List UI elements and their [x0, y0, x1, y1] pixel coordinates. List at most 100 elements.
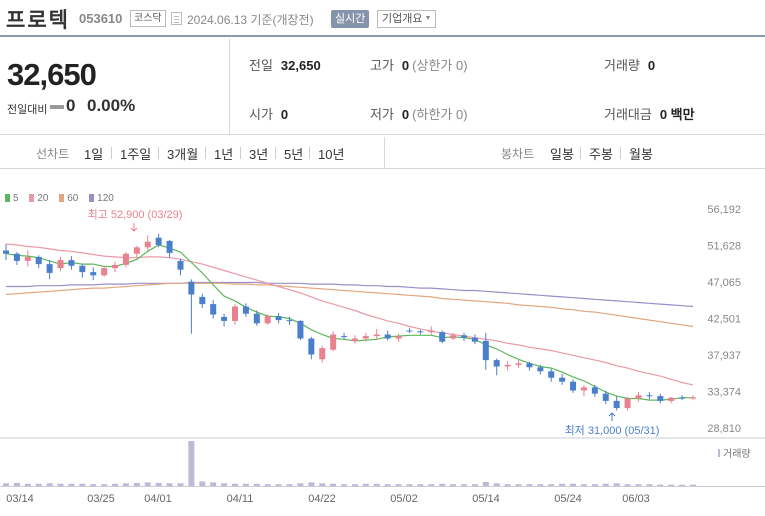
candle-body [406, 330, 413, 332]
legend-label: 120 [97, 193, 114, 204]
period-1y[interactable]: 1년 [214, 147, 234, 162]
candle [264, 314, 271, 325]
candle [275, 312, 282, 324]
legend-swatch [89, 194, 95, 202]
low-value: 0 [401, 107, 410, 122]
open-price: 시가 0 [249, 104, 288, 123]
candle [668, 396, 675, 404]
legend-swatch [59, 194, 65, 202]
realtime-button[interactable]: 실시간 [331, 10, 370, 28]
candle-weekly[interactable]: 주봉 [589, 147, 613, 162]
volume-bar [112, 483, 119, 486]
volume-bar [471, 484, 478, 486]
candle [646, 392, 653, 400]
candle [602, 390, 609, 405]
period-1w[interactable]: 1주일 [120, 147, 152, 162]
stock-chart[interactable]: 56,192 51,628 47,065 42,501 37,937 33,374 28,8… [0, 170, 765, 516]
price-box: 32,650 전일대비 0 0.00% [0, 39, 230, 135]
volume-bar [559, 483, 566, 486]
candle [144, 235, 151, 251]
period-1d[interactable]: 1일 [84, 147, 104, 162]
volume-bar [624, 484, 631, 486]
y-tick-label: 33,374 [707, 387, 741, 399]
x-tick-label: 05/14 [472, 493, 500, 505]
candle-body [221, 316, 228, 321]
low-price: 저가 0 (하한가 0) [370, 104, 468, 123]
candle [504, 360, 511, 371]
x-tick-label: 06/03 [622, 493, 650, 505]
candle-body [493, 360, 500, 367]
candle [166, 240, 173, 258]
candle-monthly[interactable]: 월봉 [629, 147, 653, 162]
volume-bar [690, 484, 696, 486]
x-tick-label: 04/11 [227, 493, 254, 505]
volume-label: 거래량 [604, 58, 640, 73]
candle-body [166, 240, 173, 253]
candle [526, 361, 533, 371]
x-tick-label: 03/14 [6, 493, 34, 505]
ma5-line [5, 244, 693, 401]
company-info-button[interactable]: 기업개요 ▼ [377, 10, 437, 28]
divider [240, 147, 241, 159]
volume-bar [515, 484, 522, 486]
candle-body [646, 395, 653, 397]
candle-body [13, 253, 20, 261]
candle-body [548, 371, 555, 378]
candle-body [690, 397, 696, 399]
volume-bar [199, 481, 206, 486]
candle [68, 256, 75, 270]
candle [471, 334, 478, 345]
candle-body [188, 281, 195, 295]
volume-bar [341, 484, 348, 486]
candle [417, 329, 424, 335]
change-value: 0 [66, 96, 76, 115]
candle-body [602, 393, 609, 401]
candle-body [679, 397, 686, 399]
moving-average-lines [5, 243, 694, 401]
candles [3, 233, 696, 411]
volume-bar [635, 484, 642, 486]
candle-body [133, 247, 140, 254]
volume-bar [275, 484, 282, 486]
candle [362, 332, 369, 342]
volume-label: 거래량 [723, 448, 751, 460]
candle-body [144, 241, 151, 248]
y-tick-label: 37,937 [707, 350, 741, 362]
low-label: 저가 [370, 107, 394, 122]
volume-bar [90, 484, 97, 486]
divider [275, 147, 276, 159]
candle-body [526, 363, 533, 368]
lower-limit: (하한가 0) [412, 107, 468, 122]
volume-bar [679, 484, 686, 486]
candle-body [439, 332, 446, 342]
volume-bar [210, 482, 217, 486]
period-3m[interactable]: 3개월 [167, 147, 199, 162]
x-tick-label: 04/22 [308, 493, 336, 505]
volume-bar [57, 483, 64, 486]
candle-body [308, 338, 315, 355]
legend-label: 20 [37, 193, 49, 204]
x-tick-label: 05/02 [390, 493, 418, 505]
period-3y[interactable]: 3년 [249, 147, 269, 162]
chart-labels: 56,192 51,628 47,065 42,501 37,937 33,374 28,8… [6, 204, 750, 505]
volume-bar [133, 482, 140, 486]
volume-bar [482, 481, 489, 486]
period-bar: 선차트 1일 1주일 3개월 1년 3년 5년 10년 봉차트 일봉 주봉 월봉 [0, 137, 765, 169]
candle-body [177, 260, 184, 270]
period-5y[interactable]: 5년 [284, 147, 304, 162]
period-10y[interactable]: 10년 [318, 147, 345, 162]
candle-body [559, 377, 566, 382]
company-info-label: 기업개요 [382, 13, 423, 25]
volume-bar [24, 483, 31, 486]
ma120-line [6, 281, 694, 308]
legend-ma120: 120 [89, 193, 114, 204]
candle [253, 310, 260, 326]
candle [548, 368, 555, 382]
y-tick-label: 47,065 [707, 277, 741, 289]
candle-daily[interactable]: 일봉 [550, 147, 574, 162]
volume-bar [570, 483, 577, 486]
volume-bar [406, 484, 413, 486]
candle [537, 364, 544, 375]
y-tick-label: 42,501 [707, 314, 741, 326]
legend-ma5: 5 [5, 193, 19, 204]
